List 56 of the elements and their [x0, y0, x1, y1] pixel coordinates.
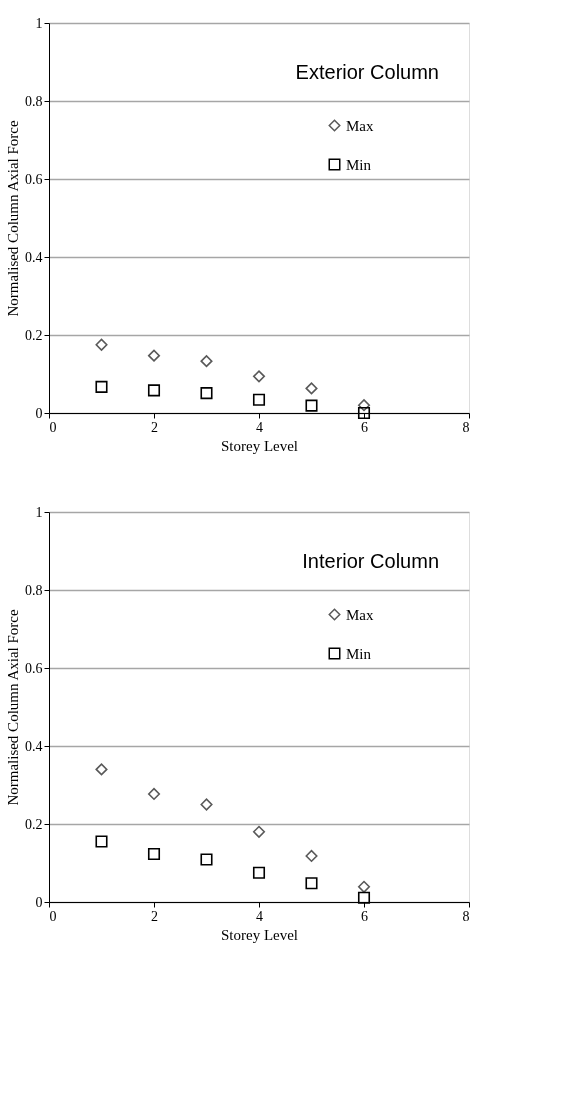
point: [147, 787, 161, 801]
point: [147, 349, 161, 362]
legend-label: Max: [346, 117, 374, 134]
y-tick-label: 0: [35, 405, 43, 421]
point: [147, 384, 161, 397]
point: [305, 399, 318, 412]
point: [305, 382, 318, 395]
point: [305, 877, 318, 890]
point: [95, 763, 108, 776]
y-tick-label: 1: [35, 504, 43, 520]
y-tick-label: 0.2: [25, 327, 43, 343]
x-tick-label: 6: [361, 419, 368, 435]
y-tick-label: 0.4: [25, 249, 43, 265]
point: [305, 849, 318, 863]
point: [95, 380, 108, 393]
point: [200, 798, 213, 811]
x-axis-title: Storey Level: [220, 926, 299, 943]
point: [200, 387, 213, 400]
point: [147, 847, 161, 861]
point: [252, 370, 266, 383]
x-tick-label: 8: [462, 419, 470, 435]
point: [357, 891, 371, 904]
y-tick-label: 0.2: [25, 816, 43, 832]
y-tick-label: 0.4: [25, 738, 43, 754]
point: [252, 866, 266, 879]
legend-label: Max: [346, 606, 374, 623]
point: [200, 355, 213, 368]
y-tick-label: 1: [35, 15, 43, 31]
point: [252, 825, 266, 838]
text: Exterior Column: [295, 61, 439, 83]
x-axis-title: Storey Level: [220, 437, 299, 454]
legend-label: Min: [346, 156, 372, 173]
point: [252, 393, 266, 406]
point: [95, 835, 108, 848]
point: [200, 853, 213, 866]
x-tick-label: 4: [256, 908, 263, 924]
point: [95, 338, 108, 351]
y-tick-label: 0.8: [25, 93, 43, 109]
legend-label: Min: [346, 645, 372, 662]
x-tick-label: 4: [256, 419, 263, 435]
point: [357, 399, 371, 412]
y-axis-title: Normalised Column Axial Force: [5, 120, 21, 317]
x-tick-label: 0: [49, 419, 57, 435]
y-tick-label: 0.6: [25, 660, 43, 676]
y-tick-label: 0.8: [25, 582, 43, 598]
x-tick-label: 6: [361, 908, 368, 924]
x-tick-label: 0: [49, 908, 57, 924]
text: Interior Column: [302, 550, 439, 572]
x-tick-label: 2: [151, 419, 158, 435]
x-tick-label: 8: [462, 908, 470, 924]
y-axis-title: Normalised Column Axial Force: [5, 609, 21, 806]
x-tick-label: 2: [151, 908, 158, 924]
point: [357, 880, 371, 893]
y-tick-label: 0: [35, 894, 43, 910]
point: [357, 406, 371, 420]
y-tick-label: 0.6: [25, 171, 43, 187]
